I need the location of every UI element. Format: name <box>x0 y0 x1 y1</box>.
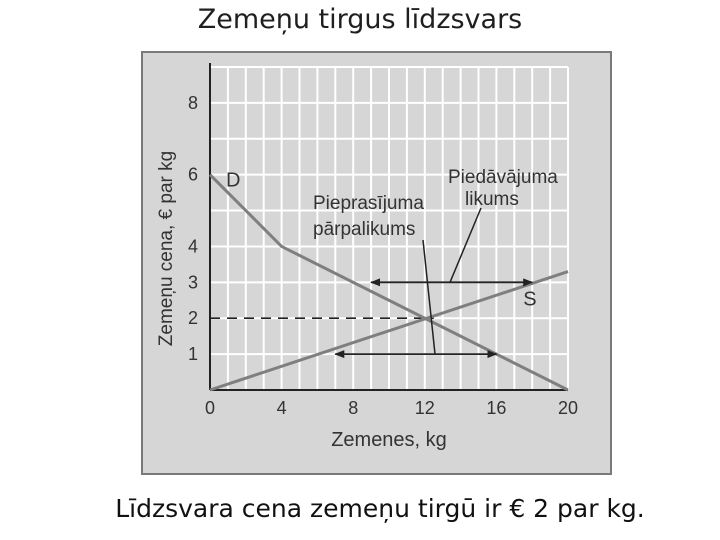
y-axis-title: Zemeņu cena, € par kg <box>156 151 177 346</box>
x-axis-title: Zemenes, kg <box>331 429 447 451</box>
annotation-leader-line <box>422 239 436 355</box>
y-tick-label: 3 <box>188 272 198 292</box>
chart-panel: 0 4 8 12 16 20 1 2 3 4 6 8 Zemenes, kg Zemeņu cena, €… <box>141 51 612 475</box>
series-line-d <box>208 173 569 392</box>
annotation-label-line-2: likums <box>465 189 519 210</box>
series-label-d: D <box>226 170 240 192</box>
x-tick-label: 0 <box>205 398 215 418</box>
series-label-s: S <box>523 289 536 311</box>
y-tick-label: 2 <box>188 308 198 328</box>
x-tick-label: 12 <box>415 398 435 418</box>
y-tick-label: 4 <box>188 236 198 256</box>
annotation-label-line-1: Piedāvājuma <box>448 167 558 188</box>
x-tick-label: 4 <box>277 398 287 418</box>
slide-caption: Līdzsvara cena zemeņu tirgū ir € 2 par k… <box>115 494 645 523</box>
annotation-leader-line <box>449 207 482 283</box>
y-tick-label: 1 <box>188 344 198 364</box>
y-tick-label: 8 <box>188 93 198 113</box>
x-tick-label: 8 <box>348 398 358 418</box>
annotation-label-line-1: Pieprasījuma <box>313 193 424 214</box>
y-tick-label: 6 <box>188 165 198 185</box>
annotation-label-line-2: pārpalikums <box>313 219 415 240</box>
series-line-s <box>209 270 569 392</box>
slide-title: Zemeņu tirgus līdzsvars <box>197 4 523 35</box>
x-tick-label: 20 <box>558 398 578 418</box>
x-tick-label: 16 <box>486 398 506 418</box>
